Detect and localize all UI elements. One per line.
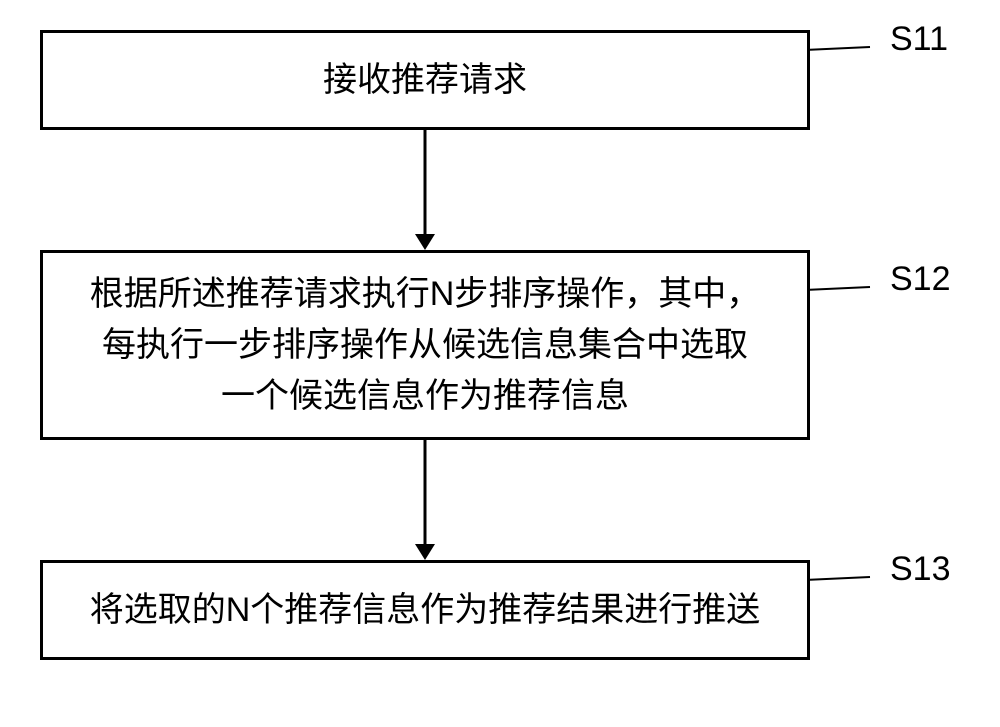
step-label-s12: S12 [890,260,951,299]
flowchart-node-s11: 接收推荐请求 [40,30,810,130]
step-callout-s12 [808,285,872,292]
node-text: 将选取的N个推荐信息作为推荐结果进行推送 [90,585,761,636]
step-label-s11: S11 [890,20,948,59]
flowchart-node-s13: 将选取的N个推荐信息作为推荐结果进行推送 [40,560,810,660]
flowchart-node-s12: 根据所述推荐请求执行N步排序操作，其中， 每执行一步排序操作从候选信息集合中选取… [40,250,810,440]
node-text: 接收推荐请求 [323,55,527,106]
node-text: 根据所述推荐请求执行N步排序操作，其中， 每执行一步排序操作从候选信息集合中选取… [90,269,761,422]
flowchart-edge-s11-s12 [405,130,445,250]
step-callout-s11 [808,45,872,52]
flowchart-edge-s12-s13 [405,440,445,560]
step-label-s13: S13 [890,550,951,589]
step-callout-s13 [808,575,872,582]
flowchart-canvas: 接收推荐请求根据所述推荐请求执行N步排序操作，其中， 每执行一步排序操作从候选信… [0,0,1000,727]
